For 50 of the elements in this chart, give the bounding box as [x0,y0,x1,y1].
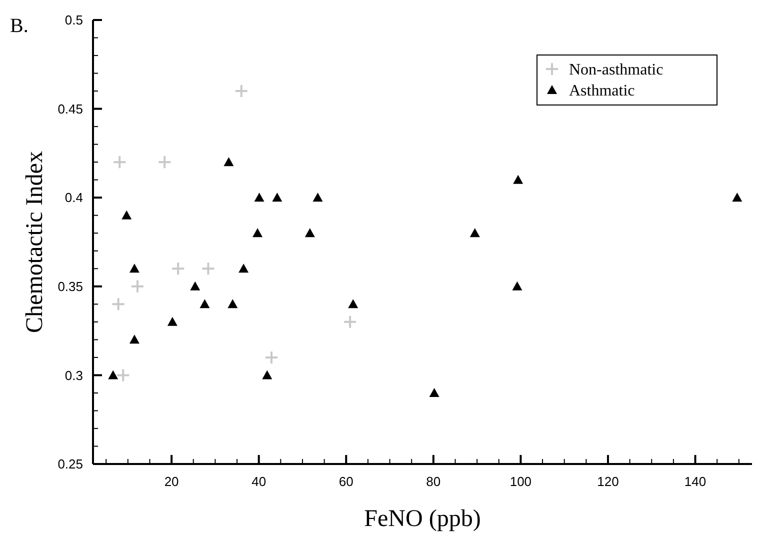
x-tick-label: 100 [510,474,532,489]
point [224,157,234,166]
point [429,388,440,397]
point [122,210,132,220]
point [254,192,264,202]
point [312,192,323,202]
point [129,334,140,344]
point [108,370,118,380]
y-tick-label: 0.25 [58,456,83,472]
y-tick-label: 0.5 [64,12,83,28]
point [470,228,480,238]
point [343,314,358,329]
point [513,174,524,184]
point [348,299,358,308]
point [158,155,172,170]
point [732,192,742,202]
point [304,228,315,238]
y-tick-label: 0.45 [58,101,83,116]
point [129,264,140,273]
point [112,155,127,170]
point [130,279,145,294]
point [190,281,200,290]
point [201,262,216,276]
x-tick-label: 140 [684,474,706,489]
x-tick-label: 120 [597,474,619,489]
point [262,370,272,380]
point [234,84,248,98]
point [200,299,210,308]
point [111,297,126,312]
point [512,281,522,290]
y-axis-title: Chemotactic Index [22,151,48,333]
legend-label: Non-asthmatic [569,62,664,79]
point [264,350,278,364]
x-axis-title: FeNO (ppb) [364,506,481,532]
point [167,316,178,326]
point [238,264,249,273]
point [252,228,263,238]
x-tick-label: 20 [164,474,179,489]
point [272,192,282,202]
x-tick-label: 60 [338,474,354,489]
legend-label: Asthmatic [569,82,635,100]
y-tick-label: 0.35 [58,278,83,294]
point [228,299,238,308]
chart-title: B. [10,15,28,37]
y-tick-label: 0.4 [64,190,83,206]
y-tick-label: 0.3 [64,368,83,383]
point [171,262,186,276]
point [116,368,130,382]
x-tick-label: 40 [252,474,266,489]
x-tick-label: 80 [426,474,441,489]
